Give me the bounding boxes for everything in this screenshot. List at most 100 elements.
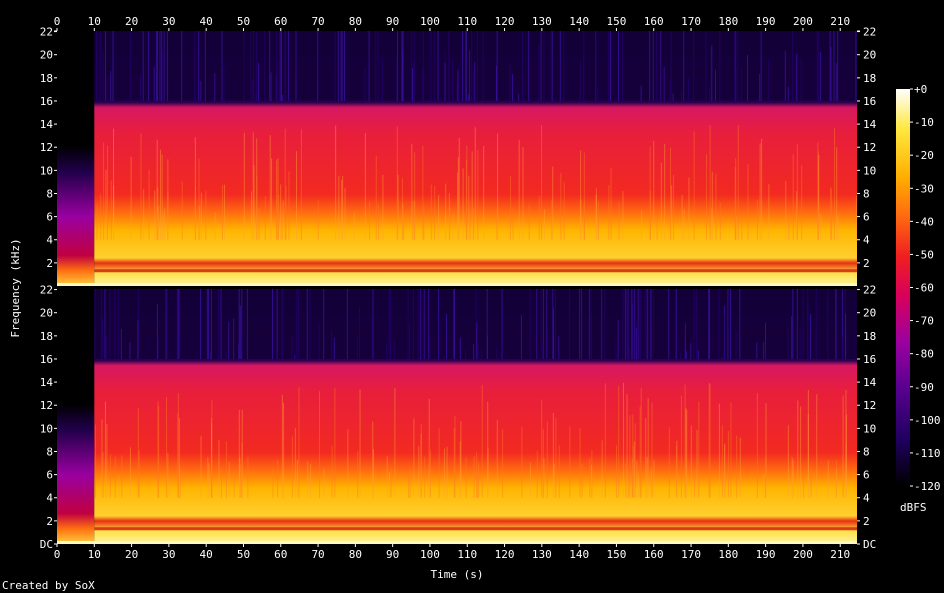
x-tick-label-top: 200 bbox=[793, 15, 813, 28]
x-tick-label-bottom: 60 bbox=[274, 548, 287, 561]
y-tick-label-right: 10 bbox=[863, 422, 876, 435]
y-tick-label-right: 20 bbox=[863, 307, 876, 320]
colorbar-tick-label: -120 bbox=[914, 480, 941, 493]
y-tick-label-right: 2 bbox=[863, 257, 870, 270]
y-tick-label-left: 20 bbox=[40, 307, 53, 320]
y-tick-label-left: 4 bbox=[46, 492, 53, 505]
x-tick-label-top: 110 bbox=[457, 15, 477, 28]
channel-1-spectrogram bbox=[57, 31, 858, 286]
x-tick-label-bottom: 130 bbox=[532, 548, 552, 561]
x-axis-label: Time (s) bbox=[431, 568, 484, 581]
x-tick-label-bottom: 180 bbox=[718, 548, 738, 561]
x-tick-label-bottom: 90 bbox=[386, 548, 399, 561]
colorbar-tick-label: -60 bbox=[914, 282, 934, 295]
y-tick-label-right: 10 bbox=[863, 164, 876, 177]
y-tick-label-left: 18 bbox=[40, 72, 53, 85]
y-tick-label-left: 12 bbox=[40, 141, 53, 154]
x-tick-label-top: 40 bbox=[200, 15, 213, 28]
x-tick-label-bottom: 20 bbox=[125, 548, 138, 561]
y-tick-label-left: 8 bbox=[46, 445, 53, 458]
x-tick-label-bottom: 80 bbox=[349, 548, 362, 561]
y-tick-label-right: 12 bbox=[863, 399, 876, 412]
y-tick-label-left: 8 bbox=[46, 187, 53, 200]
x-tick-label-bottom: 140 bbox=[569, 548, 589, 561]
y-tick-label-right: 18 bbox=[863, 330, 876, 343]
colorbar-gradient bbox=[896, 89, 910, 486]
x-tick-label-bottom: 160 bbox=[644, 548, 664, 561]
y-axis-label: Frequency (kHz) bbox=[9, 238, 22, 337]
colorbar-tick-label: -100 bbox=[914, 414, 941, 427]
y-tick-label-right: 18 bbox=[863, 72, 876, 85]
x-axis-bottom: 0 10 20 30 40 50 60 70 80 90 100 110 120 130 140 150 160… bbox=[54, 544, 850, 561]
x-tick-label-top: 130 bbox=[532, 15, 552, 28]
x-tick-label-bottom: 210 bbox=[830, 548, 850, 561]
x-tick-label-bottom: 0 bbox=[54, 548, 61, 561]
colorbar-tick-label: -70 bbox=[914, 315, 934, 328]
y-tick-label-right: 12 bbox=[863, 141, 876, 154]
x-tick-label-bottom: 150 bbox=[607, 548, 627, 561]
colorbar-tick-label: +0 bbox=[914, 83, 927, 96]
colorbar-tick-label: -50 bbox=[914, 248, 934, 261]
x-tick-label-top: 190 bbox=[756, 15, 776, 28]
x-tick-label-top: 170 bbox=[681, 15, 701, 28]
colorbar-tick-label: -110 bbox=[914, 447, 941, 460]
y-tick-label-right: 4 bbox=[863, 234, 870, 247]
y-tick-label-right: 14 bbox=[863, 376, 877, 389]
x-tick-label-top: 210 bbox=[830, 15, 850, 28]
y-tick-label-right: 2 bbox=[863, 515, 870, 528]
y-tick-label-right: 16 bbox=[863, 95, 876, 108]
y-tick-label-right: 20 bbox=[863, 49, 876, 62]
y-tick-label-right: 4 bbox=[863, 492, 870, 505]
channel-2-spectrogram bbox=[57, 289, 858, 544]
y-tick-label-left: 14 bbox=[40, 118, 54, 131]
x-tick-label-top: 90 bbox=[386, 15, 399, 28]
x-tick-label-bottom: 170 bbox=[681, 548, 701, 561]
y-tick-label-left: 10 bbox=[40, 164, 53, 177]
y-tick-label-left: 22 bbox=[40, 284, 53, 297]
x-tick-label-top: 50 bbox=[237, 15, 250, 28]
colorbar-tick-label: -80 bbox=[914, 348, 934, 361]
x-tick-label-top: 0 bbox=[54, 15, 61, 28]
y-tick-label-left: 10 bbox=[40, 422, 53, 435]
channel-1-intro-region bbox=[57, 31, 95, 286]
y-tick-label-left: 18 bbox=[40, 330, 53, 343]
y-tick-label-left: 20 bbox=[40, 49, 53, 62]
x-tick-label-bottom: 10 bbox=[88, 548, 101, 561]
colorbar-ticks: +0 -10 -20 -30 -40 -50 -60 -70 -80 -90 -100 -110 -12… bbox=[910, 83, 941, 493]
x-tick-label-top: 160 bbox=[644, 15, 664, 28]
channel-1-dc-line bbox=[57, 283, 857, 286]
colorbar-unit-label: dBFS bbox=[900, 501, 927, 514]
x-tick-label-top: 70 bbox=[311, 15, 324, 28]
y-tick-label-right: 22 bbox=[863, 284, 876, 297]
x-tick-label-bottom: 200 bbox=[793, 548, 813, 561]
colorbar bbox=[896, 89, 910, 486]
x-tick-label-bottom: 50 bbox=[237, 548, 250, 561]
x-tick-label-bottom: 40 bbox=[200, 548, 213, 561]
x-tick-label-top: 20 bbox=[125, 15, 138, 28]
y-tick-label-left: 16 bbox=[40, 353, 53, 366]
y-tick-label-right: DC bbox=[863, 538, 876, 551]
credit-text: Created by SoX bbox=[2, 579, 95, 592]
x-tick-label-top: 30 bbox=[162, 15, 175, 28]
y-tick-label-left: 6 bbox=[46, 211, 53, 224]
x-tick-label-bottom: 100 bbox=[420, 548, 440, 561]
y-tick-label-right: 14 bbox=[863, 118, 877, 131]
y-tick-label-left: DC bbox=[40, 538, 53, 551]
y-tick-label-left: 6 bbox=[46, 469, 53, 482]
colorbar-tick-label: -10 bbox=[914, 116, 934, 129]
channel-1-dark-band bbox=[94, 269, 858, 273]
y-tick-label-left: 12 bbox=[40, 399, 53, 412]
x-tick-label-bottom: 120 bbox=[495, 548, 515, 561]
colorbar-tick-label: -20 bbox=[914, 149, 934, 162]
x-tick-label-top: 180 bbox=[718, 15, 738, 28]
colorbar-tick-label: -30 bbox=[914, 182, 934, 195]
colorbar-tick-label: -40 bbox=[914, 215, 934, 228]
y-tick-label-right: 8 bbox=[863, 445, 870, 458]
x-tick-label-top: 60 bbox=[274, 15, 287, 28]
y-tick-label-right: 6 bbox=[863, 211, 870, 224]
channel-2-dark-band bbox=[94, 527, 858, 531]
y-tick-label-left: 14 bbox=[40, 376, 54, 389]
x-tick-label-top: 150 bbox=[607, 15, 627, 28]
channel-1-above-cutoff bbox=[94, 31, 858, 101]
